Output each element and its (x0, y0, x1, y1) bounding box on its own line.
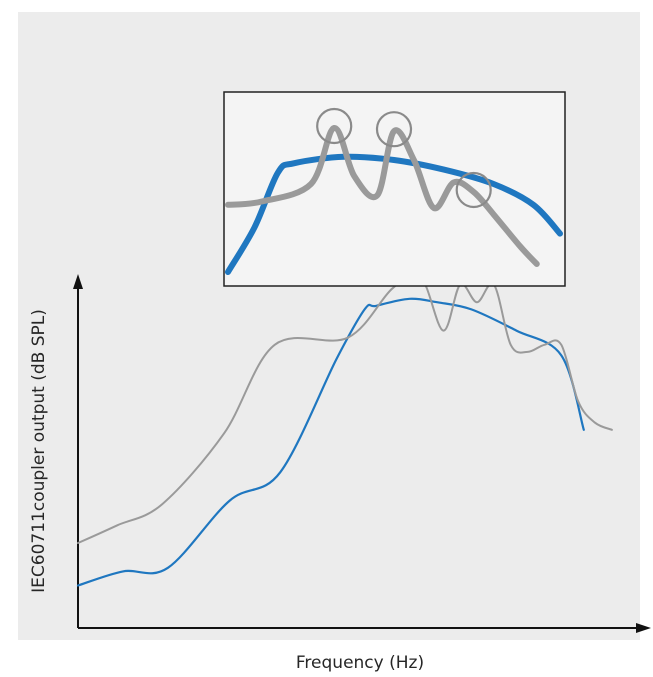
inset-peak-circle-1 (316, 107, 353, 145)
y-axis-label: IEC60711coupler output (dB SPL) (29, 309, 49, 593)
inset-series-group (225, 107, 563, 275)
main-plot (73, 273, 651, 633)
inset-box (223, 91, 566, 287)
x-axis-label: Frequency (Hz) (296, 653, 424, 673)
y-axis-arrow (73, 274, 83, 289)
inset-peak-circle-3 (455, 171, 492, 209)
main-series-group (76, 273, 613, 587)
inset-plot (223, 91, 566, 287)
inset-peak-circle-2 (375, 111, 413, 148)
main-gray-series-line (77, 273, 613, 544)
x-axis-arrow (636, 623, 651, 633)
main-blue-series-line (76, 297, 585, 587)
inset-gray-series-line (225, 125, 540, 267)
